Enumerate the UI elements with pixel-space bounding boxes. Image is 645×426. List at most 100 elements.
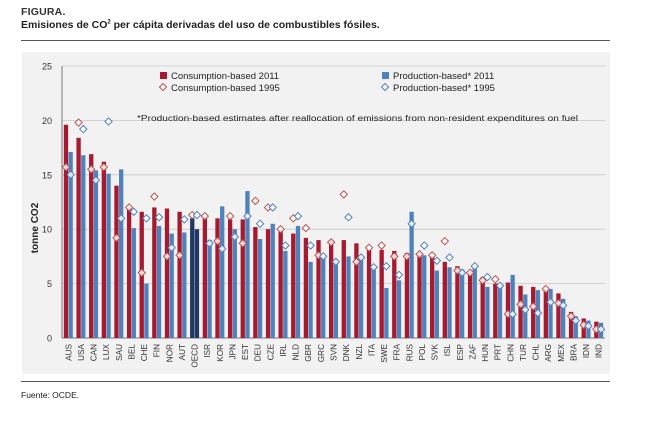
bar-consumption-2011-mex: [556, 293, 561, 338]
x-tick-label-gbr: GBR: [304, 344, 313, 362]
x-tick-label-nzl: NZL: [355, 344, 364, 360]
marker-production-1995-fra: [394, 270, 404, 280]
marker-consumption-1995-svk: [427, 251, 437, 260]
marker-consumption-1995-swe: [377, 241, 386, 250]
marker-production-1995-sau: [116, 214, 126, 223]
bar-consumption-2011-tur: [518, 285, 523, 338]
marker-consumption-1995-can: [86, 165, 96, 174]
marker-production-1995-chl: [533, 308, 543, 318]
marker-production-1995-cze: [268, 203, 278, 212]
bar-production-2011-deu: [257, 238, 263, 338]
bar-production-2011-tur: [523, 294, 528, 338]
marker-production-1995-grc: [318, 252, 328, 261]
bar-production-2011-cze: [270, 223, 275, 338]
marker-consumption-1995-svn: [326, 237, 336, 247]
bar-production-2011-aus: [68, 151, 73, 338]
y-tick-label: 0: [47, 334, 52, 344]
bar-production-2011-hun: [485, 286, 490, 338]
x-tick-label-zaf: ZAF: [468, 344, 477, 359]
bar-consumption-2011-svk: [430, 256, 435, 338]
marker-production-1995-oecd: [192, 210, 202, 220]
x-tick-label-chn: CHN: [506, 344, 515, 362]
marker-production-1995-idn: [584, 321, 593, 331]
bar-consumption-2011-hun: [480, 277, 485, 338]
bar-production-2011-fra: [396, 280, 402, 338]
marker-production-1995-mex: [558, 301, 568, 310]
x-tick-label-ind: IND: [595, 344, 604, 358]
bar-consumption-2011-grc: [316, 240, 321, 338]
legend-label-production-2011: Production-based* 2011: [393, 71, 494, 82]
marker-production-1995-gbr: [306, 241, 315, 250]
bar-consumption-2011-jpn: [227, 219, 233, 338]
figure-header: FIGURA. Emisiones de CO2 per cápita deri…: [21, 6, 611, 31]
x-tick-label-fin: FIN: [153, 344, 162, 357]
bar-production-2011-dnk: [346, 256, 351, 338]
bar-consumption-2011-est: [240, 219, 245, 338]
marker-consumption-1995-jpn: [225, 211, 235, 221]
bar-production-2011-aut: [182, 232, 187, 338]
marker-consumption-1995-prt: [491, 274, 500, 284]
x-tick-label-bel: BEL: [127, 344, 136, 360]
figure-title-rest: per cápita derivadas del uso de combusti…: [110, 19, 380, 31]
bar-consumption-2011-dnk: [341, 240, 346, 338]
x-tick-label-irl: IRL: [279, 344, 288, 357]
marker-production-1995-isr: [205, 239, 214, 248]
bar-production-2011-grc: [321, 256, 326, 338]
bar-consumption-2011-nld: [291, 233, 296, 338]
marker-consumption-1995-nzl: [352, 257, 361, 267]
bar-production-2011-chn: [510, 274, 515, 338]
x-tick-label-jpn: JPN: [228, 344, 237, 360]
bar-consumption-2011-arg: [543, 289, 548, 338]
marker-consumption-1995-kor: [213, 236, 222, 246]
bar-production-2011-kor: [220, 206, 225, 338]
marker-consumption-1995-rus: [402, 252, 412, 261]
x-tick-label-cze: CZE: [266, 343, 275, 360]
marker-consumption-1995-lux: [99, 162, 109, 172]
bar-consumption-2011-ita: [366, 249, 372, 338]
marker-consumption-1995-arg: [541, 284, 551, 294]
marker-consumption-1995-est: [238, 239, 248, 248]
bar-production-2011-mex: [561, 298, 566, 338]
bar-production-2011-nzl: [358, 256, 364, 338]
bar-production-2011-swe: [384, 287, 389, 338]
bar-production-2011-lux: [106, 173, 111, 338]
marker-consumption-1995-zaf: [465, 268, 475, 278]
bar-consumption-2011-can: [89, 154, 94, 338]
bar-consumption-2011-isr: [202, 217, 208, 338]
bar-consumption-2011-bel: [126, 207, 132, 338]
figure-label: FIGURA.: [21, 6, 66, 18]
bar-consumption-2011-rus: [404, 253, 410, 338]
marker-production-1995-kor: [217, 244, 227, 254]
chart-legend: Consumption-based 2011 Production-based*…: [158, 71, 495, 94]
x-tick-label-fra: FRA: [393, 343, 402, 360]
x-tick-label-svk: SVK: [431, 343, 440, 360]
marker-production-1995-arg: [546, 297, 555, 307]
marker-production-1995-prt: [495, 281, 505, 291]
bar-production-2011-irl: [283, 250, 288, 338]
x-tick-label-che: CHE: [140, 343, 149, 361]
legend-marker-consumption-1995: [158, 82, 168, 92]
bar-consumption-2011-oecd: [190, 218, 195, 338]
y-tick-label: 20: [42, 116, 52, 126]
y-tick-label: 10: [42, 225, 52, 235]
legend-label-consumption-2011: Consumption-based 2011: [171, 71, 279, 82]
bar-production-2011-fin: [156, 225, 162, 338]
bar-consumption-2011-sau: [114, 185, 119, 338]
x-tick-label-deu: DEU: [254, 344, 263, 361]
marker-production-1995-aus: [66, 170, 75, 180]
marker-consumption-1995-che: [137, 268, 147, 278]
bar-production-2011-esp: [459, 269, 465, 338]
marker-production-1995-lux: [104, 117, 113, 126]
legend-label-consumption-1995: Consumption-based 1995: [171, 83, 280, 94]
x-tick-label-svn: SVN: [330, 344, 339, 361]
x-tick-label-arg: ARG: [544, 344, 553, 362]
x-tick-label-chl: CHL: [532, 344, 541, 361]
bar-consumption-2011-lux: [101, 161, 106, 338]
bar-production-2011-nor: [169, 233, 174, 338]
bar-production-2011-gbr: [308, 261, 313, 338]
bar-consumption-2011-esp: [455, 266, 460, 338]
y-tick-label: 5: [47, 279, 52, 289]
marker-production-1995-zaf: [470, 261, 480, 271]
y-tick-label: 15: [42, 170, 52, 180]
